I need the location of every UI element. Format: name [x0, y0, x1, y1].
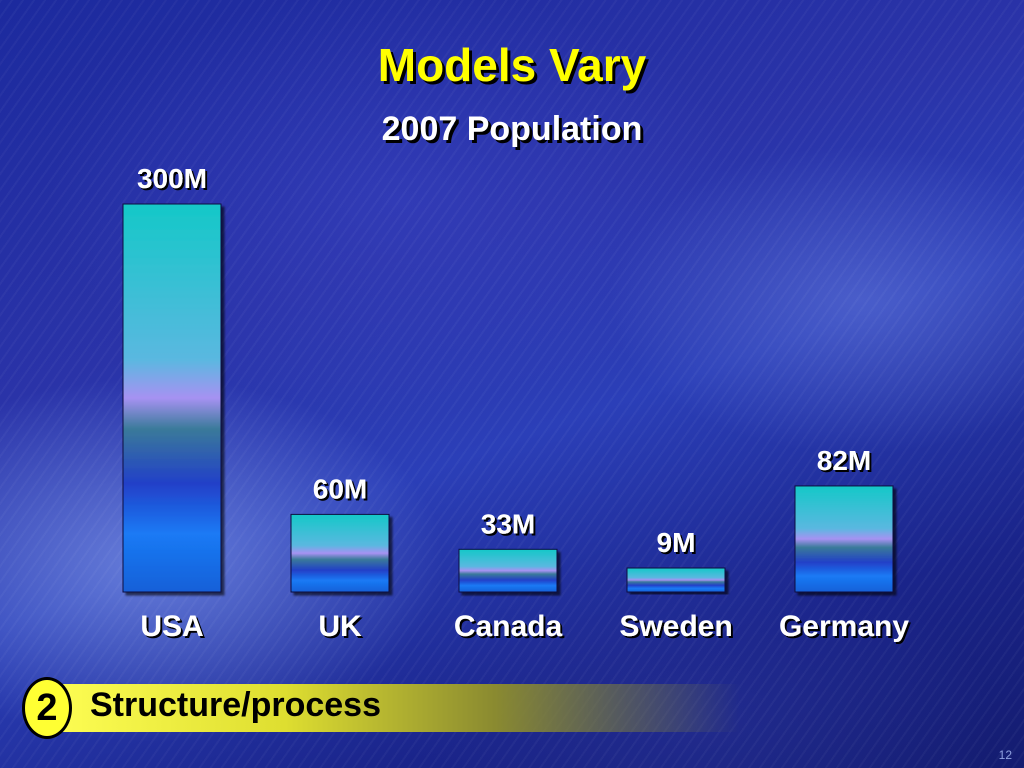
slide-title: Models Vary	[377, 39, 647, 91]
bar-usa	[122, 203, 222, 593]
value-label-uk: 60M	[313, 473, 367, 504]
section-banner	[40, 684, 740, 732]
bars	[122, 203, 894, 593]
bar-uk	[290, 513, 390, 593]
page-number: 12	[998, 748, 1012, 762]
value-label-sweden: 9M	[657, 527, 696, 558]
bar-canada	[458, 548, 558, 593]
category-label-usa: USA	[140, 610, 203, 643]
category-labels: USA UK Canada Sweden Germany	[140, 610, 909, 643]
category-label-canada: Canada	[454, 610, 563, 643]
value-label-usa: 300M	[137, 163, 207, 194]
category-label-uk: UK	[318, 610, 362, 643]
bar-germany	[794, 485, 894, 593]
chart-subtitle: 2007 Population	[381, 110, 643, 148]
value-label-germany: 82M	[817, 445, 871, 476]
bar-sweden	[626, 567, 726, 593]
section-banner-text: Structure/process	[90, 686, 381, 724]
value-labels: 300M 60M 33M 9M 82M	[137, 163, 871, 558]
section-number-badge: 2	[22, 677, 72, 739]
value-label-canada: 33M	[481, 508, 535, 539]
category-label-germany: Germany	[779, 610, 909, 643]
category-label-sweden: Sweden	[619, 610, 732, 643]
